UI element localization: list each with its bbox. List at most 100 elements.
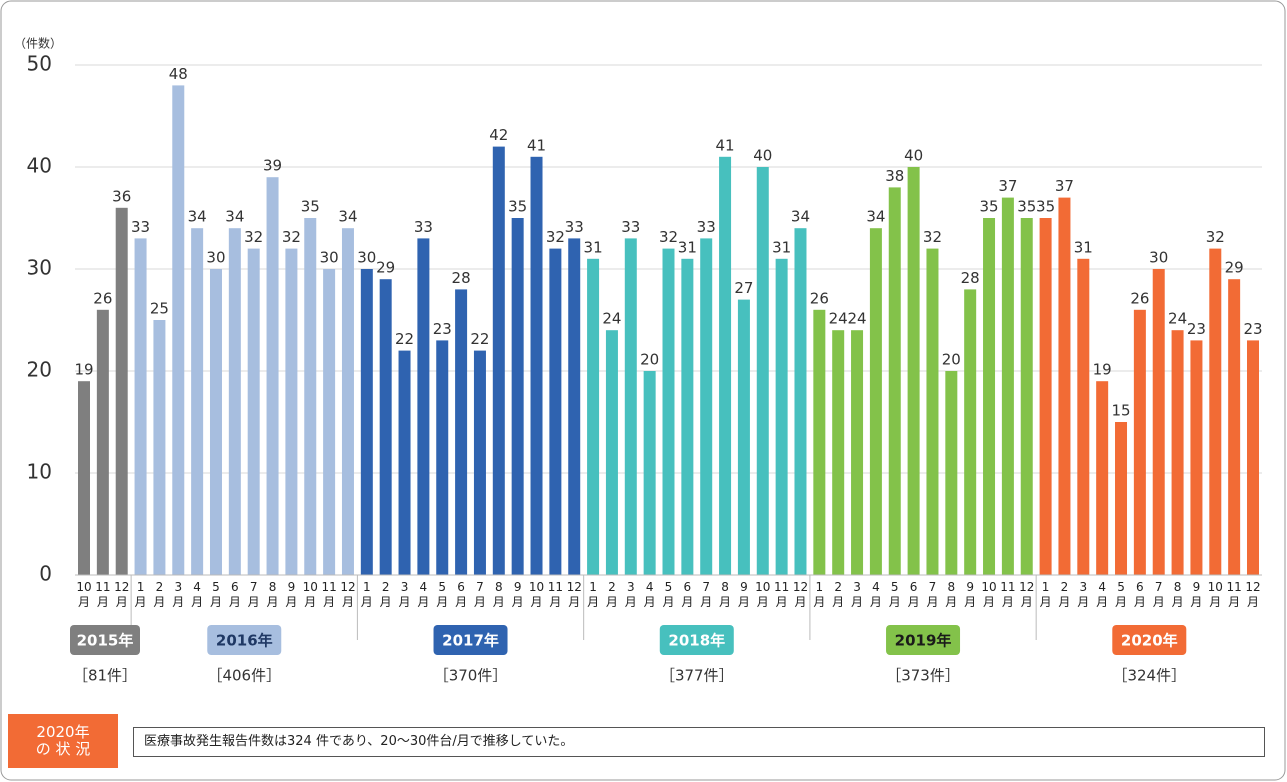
bar [492,146,505,575]
value-label: 31 [678,238,697,256]
x-tick-label: 6月 [228,580,241,609]
x-tick-label: 3月 [172,580,185,609]
value-label: 34 [338,208,357,226]
value-label: 35 [1036,198,1055,216]
value-label: 19 [1093,361,1112,379]
value-label: 33 [414,218,433,236]
y-axis-label: （件数） [14,36,62,51]
x-tick-label: 2月 [832,580,845,609]
value-label: 35 [301,198,320,216]
x-tick-label: 11月 [1226,580,1242,609]
x-tick-label: 8月 [492,580,505,609]
x-tick-label: 12月 [1245,580,1261,609]
x-tick-label: 4月 [191,580,204,609]
bar [134,238,147,575]
bar [756,167,769,575]
value-label: 31 [584,238,603,256]
value-label: 41 [716,136,735,154]
bar [530,156,543,576]
x-tick-label: 4月 [1096,580,1109,609]
value-label: 15 [1111,402,1130,420]
x-tick-label: 3月 [398,580,411,609]
value-label: 35 [508,198,527,216]
bar [209,269,222,575]
value-label: 38 [885,167,904,185]
x-tick-label: 3月 [624,580,637,609]
x-tick-label: 6月 [1133,580,1146,609]
bar [983,218,996,575]
value-label: 19 [74,361,93,379]
x-tick-label: 1月 [1039,580,1052,609]
x-tick-label: 5月 [888,580,901,609]
year-total: ［377件］ [660,667,734,685]
x-tick-label: 4月 [869,580,882,609]
bar [417,238,430,575]
value-label: 28 [961,269,980,287]
value-label: 23 [1187,320,1206,338]
note-heading-line: 2020年 [36,723,90,741]
bar [1020,218,1033,575]
x-tick-label: 6月 [907,580,920,609]
bar [888,187,901,575]
value-label: 20 [640,351,659,369]
value-label: 32 [546,228,565,246]
y-tick-label: 30 [27,256,52,280]
value-label: 30 [357,249,376,267]
year-badge [1112,625,1187,655]
value-label: 24 [848,310,867,328]
x-tick-label: 5月 [436,580,449,609]
bar [869,228,882,575]
x-tick-label: 1月 [360,580,373,609]
value-label: 31 [1074,238,1093,256]
value-label: 30 [206,249,225,267]
bar [549,248,562,575]
x-tick-label: 2月 [153,580,166,609]
value-label: 32 [1206,228,1225,246]
y-tick-label: 40 [27,154,52,178]
value-label: 35 [979,198,998,216]
legend-label: 2016年 [216,632,273,650]
bar [775,258,788,575]
bar [1096,381,1109,575]
x-tick-label: 7月 [473,580,486,609]
bar [285,248,298,575]
x-tick-label: 6月 [681,580,694,609]
x-tick-label: 2月 [1058,580,1071,609]
x-tick-label: 10月 [76,580,92,609]
bar [360,269,373,575]
note-text: 医療事故発生報告件数は324 件であり、20～30件台/月で推移していた。 [133,727,1265,757]
value-label: 29 [376,259,395,277]
bar [624,238,637,575]
x-tick-label: 5月 [662,580,675,609]
year-badge [207,625,282,655]
bar [1058,197,1071,575]
bar [794,228,807,575]
x-tick-label: 12月 [1019,580,1035,609]
x-tick-label: 7月 [926,580,939,609]
x-tick-label: 12月 [114,580,130,609]
bar [568,238,581,575]
x-tick-label: 8月 [945,580,958,609]
value-label: 34 [791,208,810,226]
bar [473,350,486,575]
x-tick-label: 3月 [851,580,864,609]
value-label: 31 [772,238,791,256]
year-badge [886,625,961,655]
bar [945,371,958,575]
bar [832,330,845,575]
value-label: 35 [1017,198,1036,216]
value-label: 24 [1168,310,1187,328]
x-tick-label: 9月 [511,580,524,609]
value-label: 25 [150,300,169,318]
x-tick-label: 10月 [528,580,545,609]
bar [907,167,920,575]
value-label: 48 [169,65,188,83]
value-label: 34 [188,208,207,226]
bar [605,330,618,575]
x-tick-label: 10月 [981,580,997,609]
year-badge [70,625,140,655]
value-label: 23 [433,320,452,338]
y-tick-label: 0 [39,562,52,586]
